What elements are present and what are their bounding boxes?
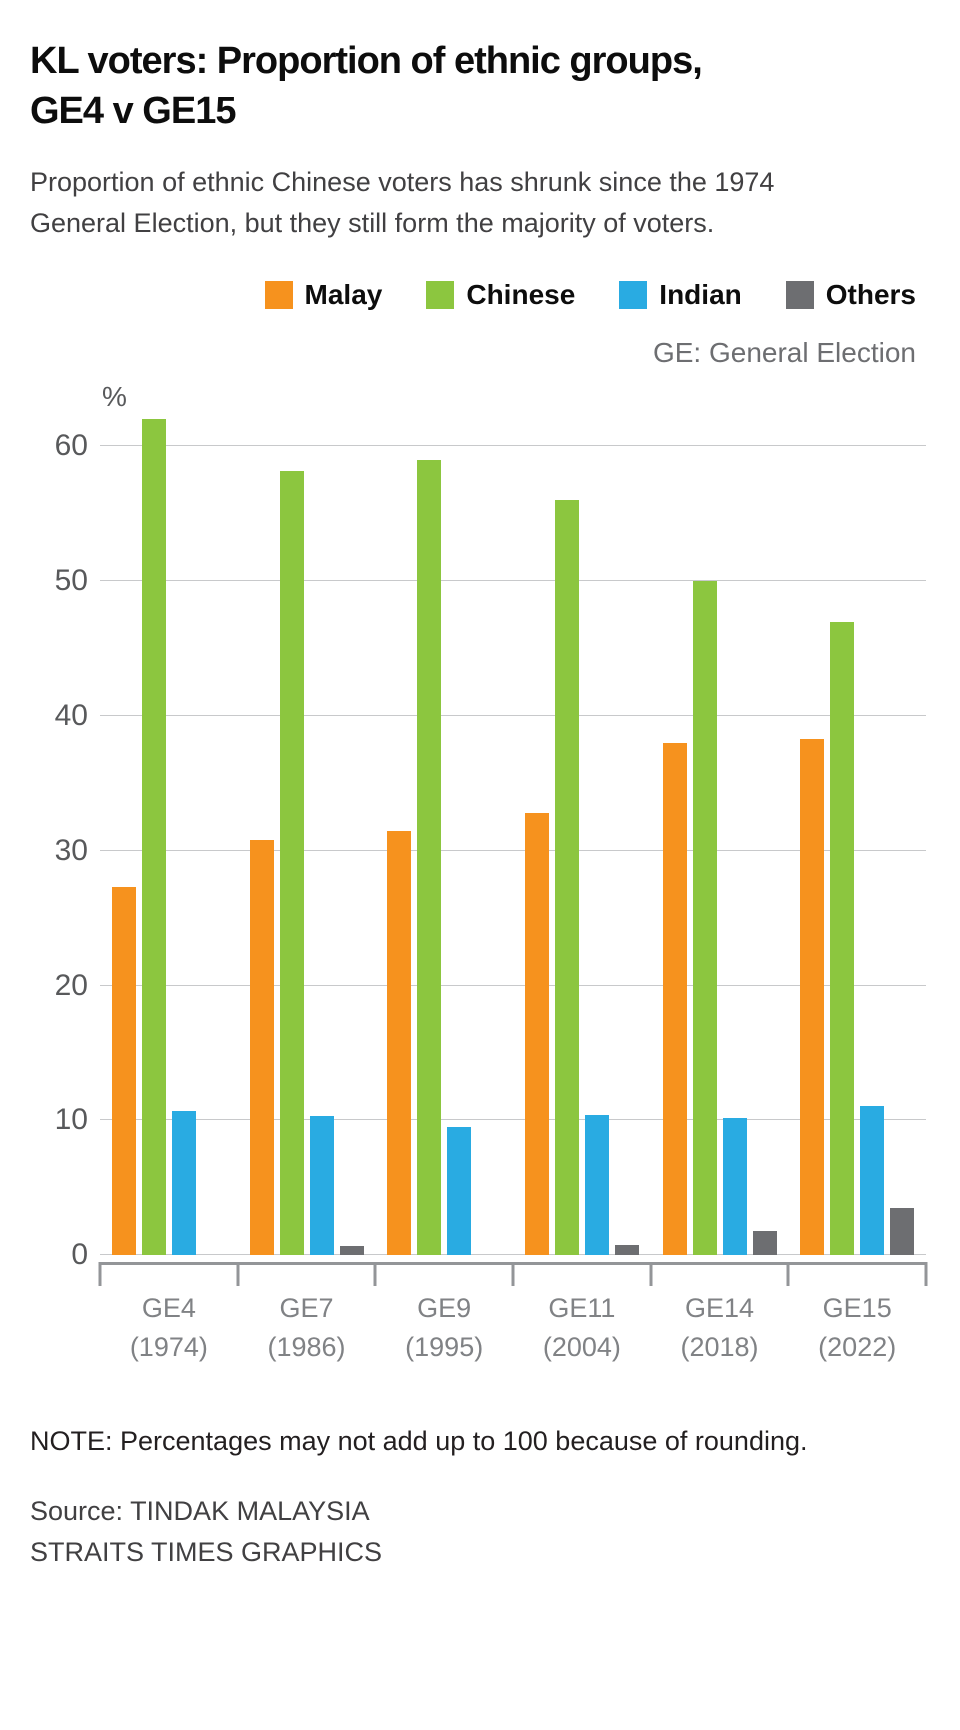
footnote: NOTE: Percentages may not add up to 100 … bbox=[30, 1425, 808, 1456]
bar-group-ge15 bbox=[788, 419, 926, 1256]
bar-others-ge7 bbox=[339, 1245, 364, 1256]
x-category-label-ge9: GE9 (1995) bbox=[375, 1289, 513, 1367]
bar-malay-ge9 bbox=[387, 830, 412, 1256]
chinese-swatch-icon bbox=[426, 281, 455, 310]
legend-label: Others bbox=[825, 279, 916, 311]
legend-label: Chinese bbox=[466, 279, 576, 311]
x-axis-tick bbox=[98, 1262, 102, 1287]
x-category-label-ge11: GE11 (2004) bbox=[513, 1289, 651, 1367]
legend-abbreviation-note: GE: General Election bbox=[652, 337, 916, 369]
category-year-label: (2018) bbox=[680, 1332, 759, 1363]
y-tick-label-40: 40 bbox=[54, 698, 88, 732]
bar-indian-ge15 bbox=[860, 1105, 885, 1256]
bar-indian-ge4 bbox=[171, 1111, 196, 1256]
indian-swatch-icon bbox=[619, 281, 648, 310]
category-year-label: (1995) bbox=[405, 1332, 484, 1363]
category-ge-label: GE11 bbox=[548, 1293, 616, 1324]
x-axis-labels: GE4 (1974) GE7 (1986) GE9 (1995) GE11 (2004) GE1… bbox=[100, 1289, 926, 1367]
legend: Malay Chinese Indian Others bbox=[30, 279, 926, 311]
x-category-label-ge7: GE7 (1986) bbox=[238, 1289, 376, 1367]
category-ge-label: GE14 bbox=[685, 1293, 755, 1324]
y-tick-label-50: 50 bbox=[54, 564, 88, 598]
bar-group-ge4 bbox=[100, 419, 238, 1256]
bar-indian-ge14 bbox=[722, 1117, 747, 1256]
gridline-10 bbox=[100, 1119, 926, 1121]
bar-chinese-ge4 bbox=[141, 419, 166, 1256]
gridline-40 bbox=[100, 714, 926, 716]
x-axis-tick bbox=[924, 1262, 928, 1287]
y-tick-label-20: 20 bbox=[54, 968, 88, 1002]
y-tick-label-60: 60 bbox=[54, 429, 88, 463]
x-category-label-ge14: GE14 (2018) bbox=[651, 1289, 789, 1367]
y-axis-unit-label: % bbox=[102, 381, 127, 413]
legend-item-others: Others bbox=[785, 279, 916, 311]
bar-groups bbox=[100, 419, 926, 1256]
x-axis-tick bbox=[236, 1262, 240, 1287]
bar-group-ge11 bbox=[513, 419, 651, 1256]
bar-chinese-ge11 bbox=[554, 500, 579, 1256]
gridline-60 bbox=[100, 445, 926, 447]
category-year-label: (1974) bbox=[129, 1332, 208, 1363]
bar-others-ge15 bbox=[890, 1208, 915, 1256]
y-tick-label-10: 10 bbox=[54, 1103, 88, 1137]
plot-row: 0 10 20 30 40 50 60 bbox=[30, 419, 926, 1271]
y-axis-tick-labels: 0 10 20 30 40 50 60 bbox=[30, 419, 88, 1271]
bar-malay-ge15 bbox=[800, 738, 825, 1256]
bar-indian-ge7 bbox=[309, 1116, 334, 1256]
title-line-1: KL voters: Proportion of ethnic groups, bbox=[30, 40, 703, 82]
bar-malay-ge11 bbox=[524, 813, 549, 1256]
category-ge-label: GE7 bbox=[279, 1293, 334, 1324]
page-title: KL voters: Proportion of ethnic groups, … bbox=[30, 36, 926, 136]
x-axis-tick bbox=[786, 1262, 790, 1287]
bar-chinese-ge7 bbox=[279, 470, 304, 1256]
gridline-30 bbox=[100, 849, 926, 851]
category-year-label: (2004) bbox=[542, 1332, 621, 1363]
malay-swatch-icon bbox=[264, 281, 293, 310]
category-ge-label: GE9 bbox=[417, 1293, 472, 1324]
infographic: KL voters: Proportion of ethnic groups, … bbox=[30, 36, 928, 1575]
x-axis-tick bbox=[511, 1262, 515, 1287]
y-tick-label-0: 0 bbox=[71, 1238, 88, 1272]
y-tick-label-30: 30 bbox=[54, 833, 88, 867]
gridline-20 bbox=[100, 984, 926, 986]
bar-group-ge9 bbox=[375, 419, 513, 1256]
bar-chinese-ge14 bbox=[692, 581, 717, 1256]
x-axis bbox=[98, 1255, 928, 1287]
legend-label: Indian bbox=[659, 279, 742, 311]
source-line-1: Source: TINDAK MALAYSIA bbox=[30, 1495, 370, 1526]
category-ge-label: GE15 bbox=[822, 1293, 892, 1324]
bar-malay-ge7 bbox=[249, 840, 274, 1256]
bar-chinese-ge9 bbox=[417, 459, 442, 1256]
gridline-50 bbox=[100, 580, 926, 582]
category-year-label: (2022) bbox=[818, 1332, 897, 1363]
bar-malay-ge4 bbox=[111, 887, 136, 1256]
title-line-2: GE4 v GE15 bbox=[30, 90, 236, 133]
legend-item-malay: Malay bbox=[264, 279, 383, 311]
others-swatch-icon bbox=[785, 281, 814, 310]
bar-others-ge11 bbox=[614, 1244, 639, 1256]
bar-indian-ge11 bbox=[584, 1115, 609, 1256]
category-ge-label: GE4 bbox=[141, 1293, 196, 1324]
x-category-label-ge4: GE4 (1974) bbox=[100, 1289, 238, 1367]
x-axis-tick bbox=[373, 1262, 377, 1287]
gridline-0 bbox=[100, 1254, 926, 1256]
bar-indian-ge9 bbox=[447, 1127, 472, 1256]
chart-subtitle: Proportion of ethnic Chinese voters has … bbox=[30, 167, 775, 238]
bar-chinese-ge15 bbox=[830, 621, 855, 1256]
bar-chart: % 0 10 20 30 40 50 60 GE4 (1974) GE7 (1986) GE9 (19… bbox=[30, 381, 928, 1367]
x-category-label-ge15: GE15 (2022) bbox=[788, 1289, 926, 1367]
category-year-label: (1986) bbox=[267, 1332, 346, 1363]
bar-group-ge14 bbox=[651, 419, 789, 1256]
bar-malay-ge14 bbox=[662, 742, 687, 1256]
legend-item-indian: Indian bbox=[619, 279, 742, 311]
bar-group-ge7 bbox=[238, 419, 376, 1256]
source-credit: Source: TINDAK MALAYSIA STRAITS TIMES GR… bbox=[30, 1491, 926, 1575]
bar-others-ge14 bbox=[752, 1231, 777, 1256]
legend-label: Malay bbox=[304, 279, 383, 311]
source-line-2: STRAITS TIMES GRAPHICS bbox=[30, 1537, 383, 1568]
plot-area bbox=[100, 419, 926, 1256]
x-axis-tick bbox=[649, 1262, 653, 1287]
legend-item-chinese: Chinese bbox=[426, 279, 575, 311]
